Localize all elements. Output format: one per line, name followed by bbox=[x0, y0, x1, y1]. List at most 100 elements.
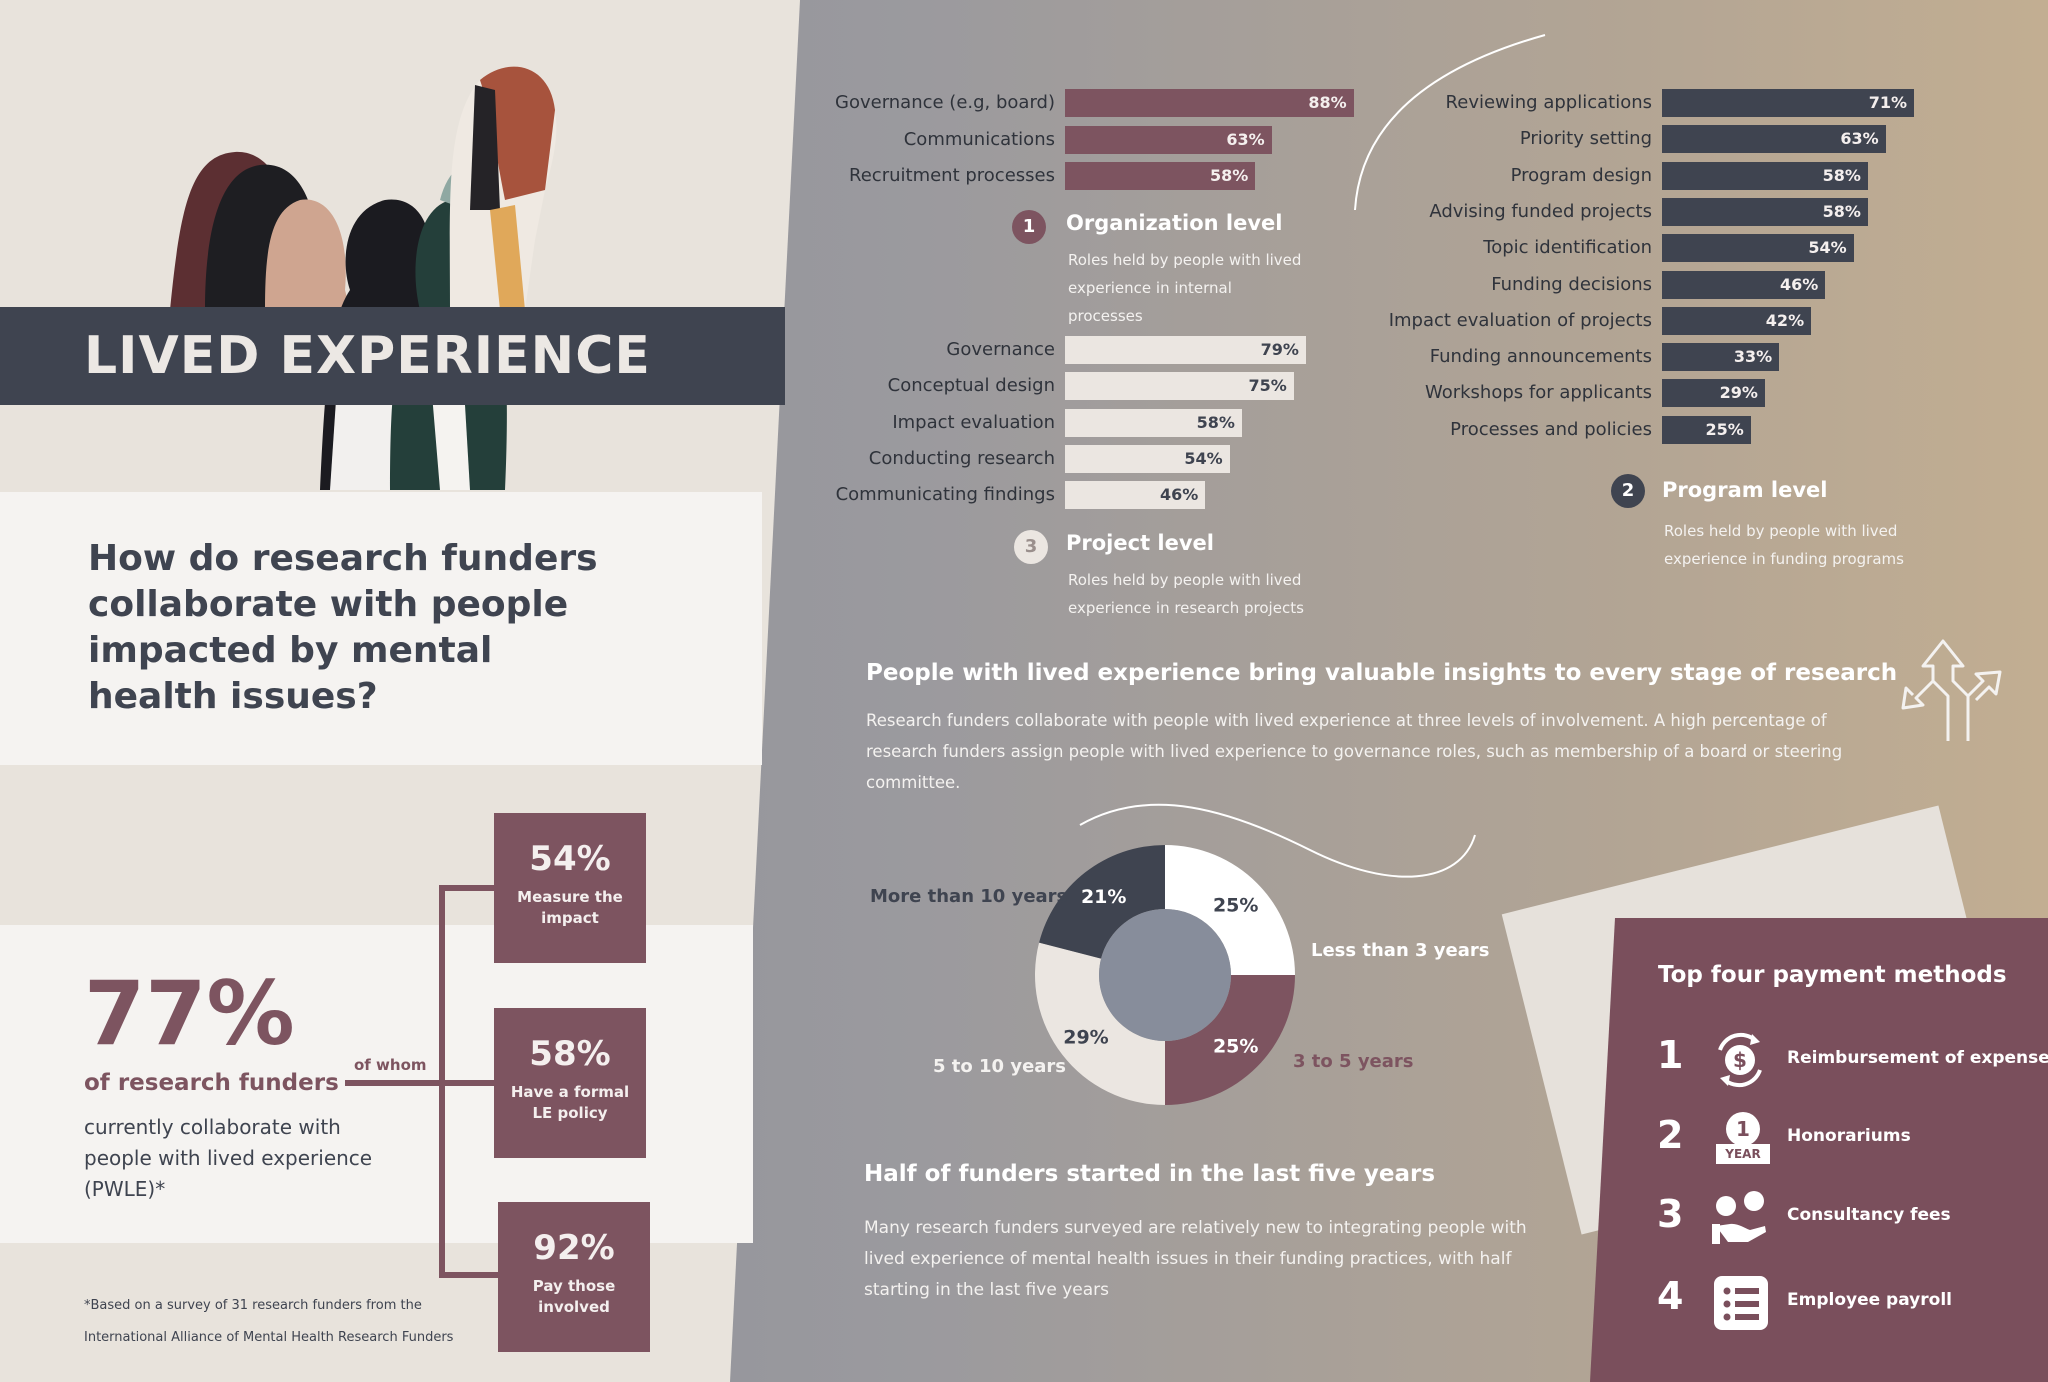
donut-slice bbox=[1165, 845, 1295, 975]
bar-mark: 75% bbox=[1065, 372, 1294, 401]
donut-label-5-10: 5 to 10 years bbox=[933, 1056, 1067, 1077]
big-percentage: 77% bbox=[84, 962, 295, 1065]
bar-value-label: 58% bbox=[1822, 201, 1861, 221]
diverging-arrows-icon bbox=[1901, 639, 2002, 741]
donut-value-label: 25% bbox=[1213, 894, 1258, 916]
stat-pct: 58% bbox=[529, 1034, 611, 1074]
payment-number: 4 bbox=[1657, 1274, 1684, 1318]
donut-slice bbox=[1039, 845, 1165, 959]
bar-value-label: 25% bbox=[1705, 419, 1744, 439]
bar-mark: 46% bbox=[1065, 481, 1206, 510]
donut-slice bbox=[1165, 975, 1295, 1105]
years-donut-chart: 25% 25% 29% 21% bbox=[1035, 845, 1295, 1105]
bar-value-label: 75% bbox=[1248, 376, 1287, 396]
payment-number: 2 bbox=[1657, 1113, 1684, 1157]
donut-value-label: 29% bbox=[1063, 1026, 1108, 1048]
bar-mark: 58% bbox=[1662, 197, 1868, 226]
bar-category-label: Funding announcements bbox=[1429, 346, 1652, 368]
calendar-circle: 1 bbox=[1726, 1112, 1760, 1146]
bar-mark: 88% bbox=[1065, 89, 1354, 117]
people-silhouettes-illustration bbox=[170, 66, 557, 490]
bar-value-label: 29% bbox=[1719, 383, 1758, 403]
level-3-badge: 3 bbox=[1014, 530, 1048, 564]
bar-category-label: Priority setting bbox=[1519, 128, 1652, 150]
payment-panel bbox=[1590, 918, 2048, 1382]
svg-text:$: $ bbox=[1733, 1048, 1747, 1072]
insight-text: Research funders collaborate with people… bbox=[866, 711, 1843, 792]
reimbursement-icon: $ bbox=[1718, 1032, 1762, 1088]
tree-connector-top bbox=[439, 885, 499, 891]
bar-mark: 71% bbox=[1662, 89, 1915, 117]
page-title: LIVED EXPERIENCE bbox=[84, 326, 651, 386]
bar-value-label: 54% bbox=[1184, 448, 1223, 468]
question-card bbox=[0, 492, 762, 765]
bar-value-label: 58% bbox=[1822, 165, 1861, 185]
calendar-year-icon: 1 YEAR bbox=[1712, 1110, 1772, 1170]
title-banner bbox=[0, 307, 785, 405]
bar-value-label: 46% bbox=[1780, 274, 1819, 294]
calendar-banner: YEAR bbox=[1716, 1144, 1770, 1164]
stat-label: Have a formal LE policy bbox=[510, 1083, 630, 1122]
bar-mark: 63% bbox=[1065, 125, 1272, 154]
bar-mark: 79% bbox=[1065, 336, 1306, 364]
payment-number: 1 bbox=[1657, 1033, 1684, 1077]
payment-label: Honorariums bbox=[1787, 1126, 1911, 1146]
of-whom-label: of whom bbox=[354, 1056, 427, 1074]
bar-mark: 63% bbox=[1662, 125, 1886, 154]
donut-value-label: 25% bbox=[1213, 1036, 1258, 1058]
bar-category-label: Reviewing applications bbox=[1445, 92, 1652, 113]
tree-connector-vertical bbox=[439, 885, 445, 1278]
stat-label: Pay those involved bbox=[532, 1277, 616, 1316]
payment-label: Employee payroll bbox=[1787, 1290, 1952, 1310]
bar-mark: 29% bbox=[1662, 379, 1765, 408]
half-text: Many research funders surveyed are relat… bbox=[864, 1218, 1527, 1300]
bar-value-label: 63% bbox=[1226, 129, 1265, 149]
bar-mark: 54% bbox=[1662, 234, 1854, 263]
bar-category-label: Conducting research bbox=[868, 447, 1055, 469]
bar-category-label: Conceptual design bbox=[887, 375, 1055, 397]
level-3-description: Roles held by people with lived experien… bbox=[1068, 571, 1304, 617]
bar-category-label: Communicating findings bbox=[835, 484, 1055, 506]
collaborate-text: currently collaborate with people with l… bbox=[84, 1115, 373, 1201]
bar-mark: 58% bbox=[1065, 162, 1256, 190]
insight-title: People with lived experience bring valua… bbox=[866, 660, 1898, 686]
stat-label: Measure the impact bbox=[517, 888, 623, 927]
bar-category-label: Topic identification bbox=[1483, 237, 1652, 259]
bar-category-label: Impact evaluation bbox=[892, 411, 1055, 433]
donut-hole bbox=[1099, 909, 1231, 1041]
bar-value-label: 42% bbox=[1765, 310, 1805, 330]
payment-number: 3 bbox=[1657, 1192, 1684, 1236]
bar-value-label: 46% bbox=[1160, 485, 1199, 505]
bar-category-label: Advising funded projects bbox=[1429, 200, 1652, 222]
bar-value-label: 58% bbox=[1196, 412, 1235, 432]
bar-category-label: Governance bbox=[946, 339, 1055, 360]
stat-pct: 54% bbox=[529, 839, 611, 879]
level-3-title: Project level bbox=[1066, 531, 1214, 555]
payment-label: Reimbursement of expenses bbox=[1787, 1048, 2048, 1068]
bar-value-label: 54% bbox=[1808, 238, 1847, 258]
payment-label: Consultancy fees bbox=[1787, 1205, 1951, 1225]
of-research-funders-label: of research funders bbox=[84, 1070, 339, 1096]
decorative-curve-donut bbox=[1079, 803, 1476, 878]
bar-value-label: 79% bbox=[1260, 340, 1299, 359]
stat-box-le-policy: 58% Have a formal LE policy bbox=[494, 1008, 646, 1158]
bar-category-label: Processes and policies bbox=[1450, 418, 1652, 440]
bar-category-label: Impact evaluation of projects bbox=[1388, 309, 1652, 331]
tree-connector-bottom bbox=[439, 1272, 499, 1278]
stat-box-pay-involved: 92% Pay those involved bbox=[498, 1202, 650, 1352]
bar-mark: 25% bbox=[1662, 415, 1751, 444]
stat-box-measure-impact: 54% Measure the impact bbox=[494, 813, 646, 963]
level-1-title: Organization level bbox=[1066, 211, 1283, 235]
level-2-badge: 2 bbox=[1611, 474, 1645, 508]
stat-pct: 92% bbox=[533, 1228, 615, 1268]
level-2-description: Roles held by people with lived experien… bbox=[1664, 522, 1904, 568]
level-2-title: Program level bbox=[1662, 478, 1828, 502]
bar-value-label: 63% bbox=[1840, 129, 1879, 149]
bar-category-label: Governance (e.g, board) bbox=[835, 92, 1055, 113]
bar-value-label: 88% bbox=[1308, 93, 1347, 112]
level-1-description: Roles held by people with lived experien… bbox=[1068, 251, 1302, 325]
donut-label-3-5: 3 to 5 years bbox=[1293, 1051, 1414, 1072]
half-title: Half of funders started in the last five… bbox=[864, 1161, 1436, 1187]
consultancy-icon bbox=[1712, 1191, 1766, 1244]
bar-category-label: Communications bbox=[903, 128, 1055, 150]
